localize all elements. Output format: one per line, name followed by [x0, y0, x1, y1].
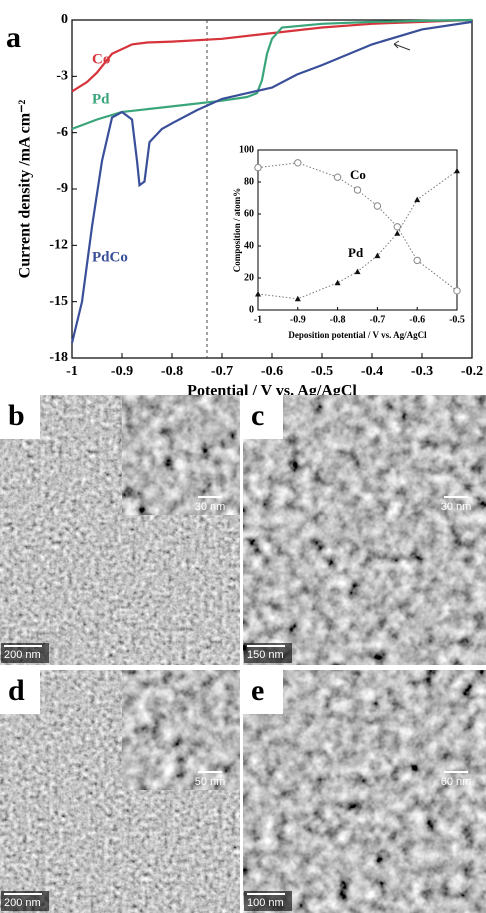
x-tick-label: -0.7: [369, 314, 385, 325]
y-tick-label: -3: [56, 69, 68, 84]
x-tick-label: -1: [66, 364, 78, 379]
x-axis-label: Deposition potential / V vs. Ag/AgCl: [288, 330, 427, 340]
panel-label: d: [8, 674, 25, 707]
inset-scale-text: 30 nm: [441, 501, 472, 513]
scale-text: 150 nm: [247, 649, 284, 661]
panel-label: b: [8, 399, 25, 432]
point: [374, 203, 380, 209]
x-tick-label: -0.4: [361, 364, 383, 379]
y-tick-label: 0: [249, 304, 254, 315]
x-tick-label: -1: [254, 314, 262, 325]
y-tick-label: -12: [49, 238, 68, 253]
y-tick-label: 20: [244, 272, 254, 283]
x-tick-label: -0.6: [261, 364, 283, 379]
series-label: Co: [350, 167, 366, 182]
point: [394, 224, 400, 230]
sem-panels: b 30 nm 200 nm c 30 nm 150 nm d 50 nm 200 nm e 60 …: [0, 395, 486, 913]
x-tick-label: -0.9: [111, 364, 133, 379]
y-axis-label: Current density /mA cm⁻²: [17, 99, 34, 278]
y-tick-label: -18: [49, 350, 68, 365]
point: [414, 257, 420, 263]
y-axis-label: Composition / atom%: [232, 188, 242, 273]
series-line: [72, 20, 472, 129]
scan-arrow: [394, 41, 410, 50]
y-tick-label: 80: [244, 176, 254, 187]
scale-text: 200 nm: [4, 649, 41, 661]
point: [354, 187, 360, 193]
panel-label: c: [251, 399, 264, 432]
y-tick-label: 60: [244, 208, 254, 219]
inset-scale-text: 30 nm: [195, 501, 226, 513]
y-tick-label: 40: [244, 240, 254, 251]
y-tick-label: -6: [56, 125, 68, 140]
x-tick-label: -0.5: [311, 364, 333, 379]
panel-label: a: [6, 21, 21, 54]
sem-inset: [122, 395, 240, 515]
y-tick-label: -15: [49, 294, 68, 309]
figure: -1 -0.9 -0.8 -0.7 -0.6 -0.5 -0.4 -0.3 -0.2 0 -3 -6 -…: [0, 0, 486, 913]
sem-inset: [368, 670, 486, 790]
series-label: Pd: [348, 245, 364, 260]
sem-inset: [122, 670, 240, 790]
point: [255, 164, 261, 170]
x-tick-label: -0.2: [461, 364, 483, 379]
x-tick-label: -0.8: [330, 314, 346, 325]
sem-inset: [368, 395, 486, 515]
series-label: Pd: [92, 91, 110, 107]
inset-scale-text: 50 nm: [195, 776, 226, 788]
x-tick-label: -0.5: [449, 314, 465, 325]
inset-scale-text: 60 nm: [441, 776, 472, 788]
series-line: [72, 20, 472, 91]
scale-text: 100 nm: [247, 897, 284, 909]
scale-text: 200 nm: [4, 897, 41, 909]
x-tick-label: -0.7: [211, 364, 233, 379]
x-tick-label: -0.3: [411, 364, 433, 379]
series-label: PdCo: [92, 249, 128, 265]
x-tick-label: -0.9: [290, 314, 306, 325]
panel-label: e: [251, 674, 264, 707]
x-tick-label: -0.8: [161, 364, 183, 379]
y-tick-label: 100: [239, 144, 254, 155]
point: [334, 174, 340, 180]
y-tick-label: -9: [56, 181, 68, 196]
x-tick-label: -0.6: [409, 314, 425, 325]
series-label: Co: [92, 51, 110, 67]
inset-chart: -1 -0.9 -0.8 -0.7 -0.6 -0.5 0 20 40 60 80 100 Deposi…: [232, 138, 468, 348]
y-tick-label: 0: [61, 12, 68, 27]
point: [454, 288, 460, 294]
point: [295, 160, 301, 166]
